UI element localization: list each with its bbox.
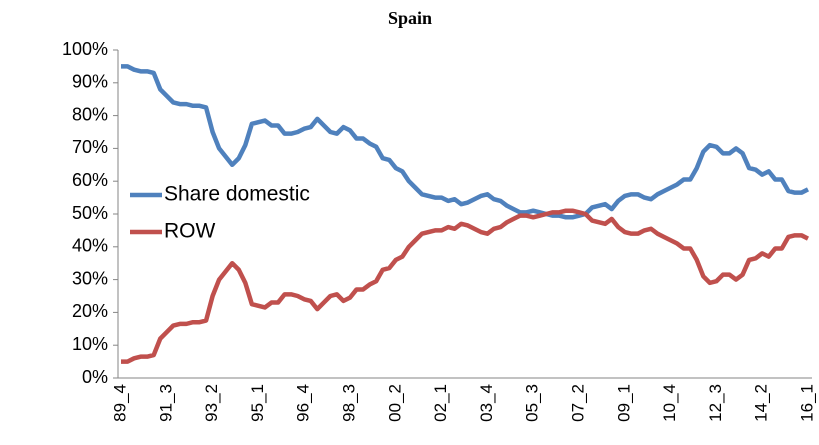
y-tick-label: 50%: [72, 203, 108, 223]
x-tick-label: 05_3: [523, 384, 542, 422]
x-tick-label: 00_2: [385, 384, 404, 422]
y-tick-label: 20%: [72, 301, 108, 321]
x-tick-label: 95_1: [248, 384, 267, 422]
y-tick-label: 100%: [62, 39, 108, 59]
y-tick-label: 60%: [72, 170, 108, 190]
x-tick-label: 98_3: [339, 384, 358, 422]
x-tick-label: 93_2: [202, 384, 221, 422]
y-tick-label: 30%: [72, 268, 108, 288]
legend-label: Share domestic: [164, 183, 310, 206]
chart-title: Spain: [388, 8, 432, 28]
x-tick-label: 02_1: [431, 384, 450, 422]
x-tick-label: 96_4: [294, 384, 313, 422]
x-tick-label: 89_4: [110, 384, 129, 422]
x-tick-label: 14_2: [752, 384, 771, 422]
series-line: [121, 64, 810, 220]
y-tick-label: 40%: [72, 236, 108, 256]
series-line: [121, 208, 810, 364]
y-tick-label: 0%: [82, 367, 108, 387]
legend-label: ROW: [164, 220, 216, 243]
x-tick-label: 09_1: [614, 384, 633, 422]
y-tick-label: 10%: [72, 334, 108, 354]
x-tick-label: 03_4: [477, 384, 496, 422]
x-tick-label: 91_3: [156, 384, 175, 422]
y-tick-label: 70%: [72, 137, 108, 157]
x-tick-label: 16_1: [797, 384, 816, 422]
y-tick-label: 80%: [72, 104, 108, 124]
x-tick-label: 07_2: [568, 384, 587, 422]
x-tick-label: 10_4: [660, 384, 679, 422]
y-tick-label: 90%: [72, 72, 108, 92]
x-tick-label: 12_3: [706, 384, 725, 422]
